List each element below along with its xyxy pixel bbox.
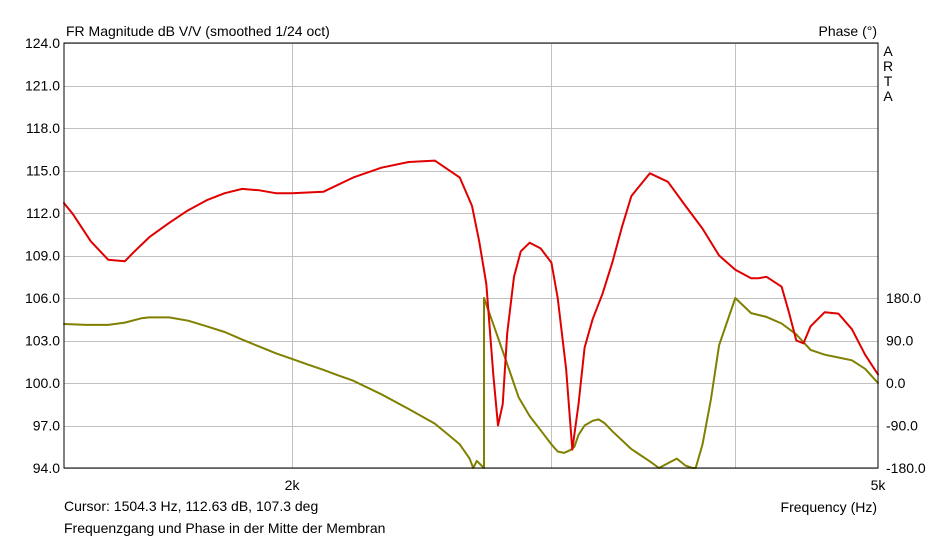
y-tick-label: 97.0 <box>33 418 60 434</box>
watermark-letter: T <box>884 73 893 89</box>
chart-title: FR Magnitude dB V/V (smoothed 1/24 oct) <box>66 23 330 39</box>
y-tick-label: 103.0 <box>25 333 60 349</box>
series-layer <box>63 159 879 469</box>
y-tick-label: 115.0 <box>26 163 60 179</box>
y-tick-label: 94.0 <box>33 460 60 476</box>
plot-frame <box>63 42 879 469</box>
y2-tick-labels: 180.0 90.0 0.0 -90.0 -180.0 <box>886 290 926 476</box>
watermark-letter: R <box>883 58 893 74</box>
measurement-caption: Frequenzgang und Phase in der Mitte der … <box>64 520 386 536</box>
phase-series-line <box>63 297 879 469</box>
y-tick-label: 109.0 <box>25 248 60 264</box>
x-tick-label: 5k <box>871 477 887 493</box>
watermark-letter: A <box>883 43 893 59</box>
y-tick-label: 124.0 <box>25 35 60 51</box>
cursor-readout: Cursor: 1504.3 Hz, 112.63 dB, 107.3 deg <box>64 498 319 514</box>
y-tick-label: 106.0 <box>25 290 60 306</box>
y-tick-label: 118.0 <box>26 120 60 136</box>
x-axis-label: Frequency (Hz) <box>781 499 877 515</box>
y-tick-label: 112.0 <box>26 205 60 221</box>
x-tick-label: 2k <box>285 477 301 493</box>
y2-tick-label: -90.0 <box>886 418 918 434</box>
y2-tick-label: 180.0 <box>886 290 921 306</box>
y2-tick-label: 0.0 <box>886 375 906 391</box>
y2-tick-label: -180.0 <box>886 460 926 476</box>
y-tick-label: 100.0 <box>25 375 60 391</box>
y-tick-label: 121.0 <box>25 78 60 94</box>
magnitude-series-line <box>63 159 879 451</box>
y2-tick-label: 90.0 <box>886 333 913 349</box>
watermark-letter: A <box>883 88 893 104</box>
phase-axis-label: Phase (°) <box>818 23 877 39</box>
x-tick-labels: 2k 5k <box>285 477 887 493</box>
y-tick-labels: 124.0 121.0 118.0 115.0 112.0 109.0 106.0 103.0… <box>25 35 60 476</box>
